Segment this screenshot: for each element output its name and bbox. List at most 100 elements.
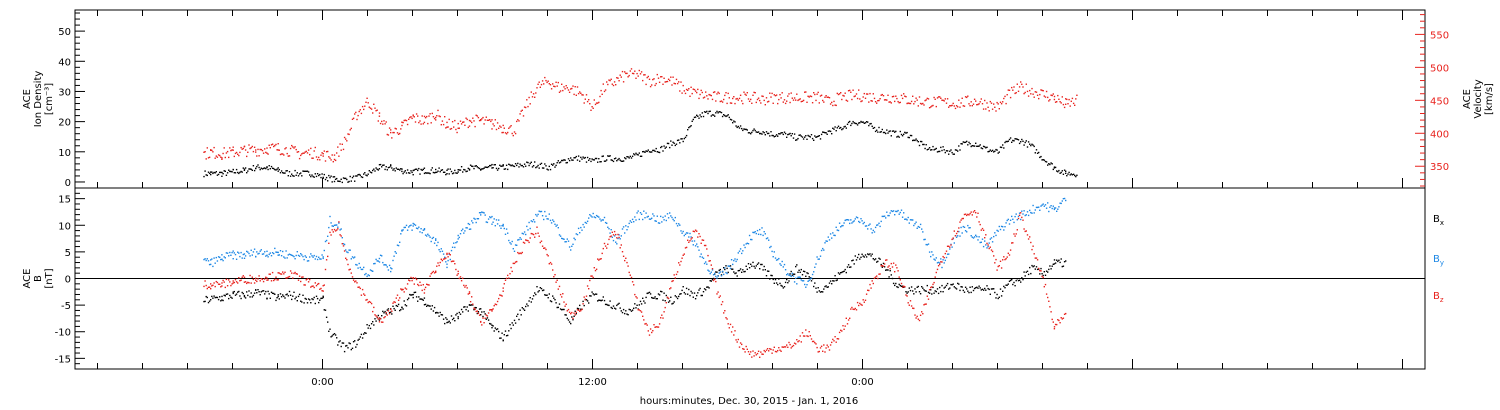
data-point [234, 279, 237, 281]
data-point [892, 210, 895, 212]
data-point [448, 253, 450, 255]
data-point [782, 133, 784, 136]
data-point [208, 286, 211, 288]
data-point [607, 304, 609, 306]
data-point [530, 232, 532, 235]
data-point [298, 173, 301, 175]
data-point [753, 265, 755, 268]
data-point [567, 158, 570, 160]
data-point [755, 131, 757, 133]
data-point [225, 293, 228, 295]
data-point [423, 288, 426, 291]
left-tick-label: 10 [58, 221, 71, 232]
data-point [798, 269, 800, 271]
data-point [386, 266, 388, 268]
data-point [1017, 90, 1020, 92]
data-point [795, 265, 797, 268]
data-point [645, 212, 647, 214]
data-point [352, 341, 355, 343]
data-point [1002, 290, 1004, 292]
data-point [545, 79, 547, 82]
data-point [709, 260, 711, 262]
data-point [338, 180, 340, 182]
data-point [710, 94, 712, 97]
data-point [313, 254, 315, 257]
data-point [966, 96, 968, 99]
data-point [1067, 173, 1069, 175]
data-point [954, 149, 957, 151]
data-point [1022, 278, 1024, 281]
data-point [225, 252, 228, 254]
data-point [993, 235, 995, 238]
data-point [1029, 143, 1031, 145]
data-point [610, 159, 612, 161]
data-point [711, 269, 714, 271]
data-point [297, 151, 300, 153]
data-point [958, 283, 960, 285]
data-point [827, 236, 829, 238]
data-point [576, 159, 579, 161]
data-point [832, 127, 834, 129]
data-point [557, 81, 559, 84]
data-point [932, 286, 934, 289]
data-point [392, 259, 394, 262]
data-point [401, 288, 403, 291]
data-point [743, 271, 745, 273]
data-point [617, 303, 619, 305]
data-point [666, 142, 669, 145]
data-point [892, 262, 895, 264]
data-point [423, 229, 426, 231]
data-point [621, 160, 624, 162]
data-point [408, 279, 410, 281]
data-point [597, 215, 599, 218]
data-point [636, 153, 638, 156]
data-point [915, 138, 917, 140]
data-point [972, 103, 975, 105]
data-point [847, 264, 850, 266]
data-point [977, 145, 979, 147]
data-point [667, 297, 670, 300]
left-tick-label: 15 [58, 195, 71, 206]
data-point [313, 176, 315, 178]
data-point [208, 156, 211, 158]
left-axis-title: ACEIon Density[cm⁻³] [22, 71, 55, 128]
data-point [963, 213, 966, 216]
data-point [277, 295, 279, 298]
data-point [1007, 252, 1009, 254]
data-point [343, 136, 346, 139]
data-point [442, 258, 445, 260]
data-point [604, 89, 607, 91]
data-point [1043, 286, 1045, 288]
data-point [918, 96, 921, 98]
data-point [858, 304, 860, 307]
data-point [826, 96, 828, 98]
data-point [381, 166, 383, 168]
data-point [728, 327, 730, 329]
data-point [1051, 163, 1053, 165]
data-point [276, 279, 278, 281]
data-point [708, 270, 710, 272]
data-point [364, 294, 366, 296]
data-point [741, 100, 743, 102]
data-point [887, 132, 889, 134]
data-point [239, 171, 241, 174]
data-point [490, 120, 492, 123]
data-point [448, 118, 450, 121]
data-point [977, 103, 979, 106]
data-point [900, 94, 903, 97]
data-point [726, 267, 728, 270]
data-point [475, 307, 477, 309]
data-point [373, 168, 375, 170]
data-point [503, 334, 505, 336]
data-point [899, 279, 901, 281]
data-point [324, 240, 327, 243]
data-point [853, 95, 855, 98]
data-point [666, 296, 669, 298]
data-point [396, 305, 399, 307]
data-point [321, 152, 323, 154]
data-point [504, 132, 507, 134]
data-point [1025, 83, 1027, 85]
data-point [213, 282, 215, 284]
data-point [759, 228, 761, 231]
data-point [491, 327, 493, 329]
